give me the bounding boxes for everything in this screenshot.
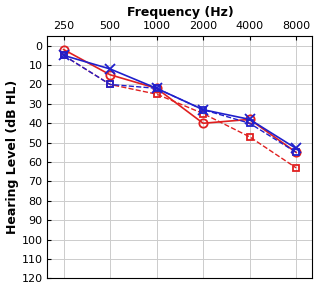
X-axis label: Frequency (Hz): Frequency (Hz) (127, 6, 233, 19)
Y-axis label: Hearing Level (dB HL): Hearing Level (dB HL) (5, 80, 18, 234)
